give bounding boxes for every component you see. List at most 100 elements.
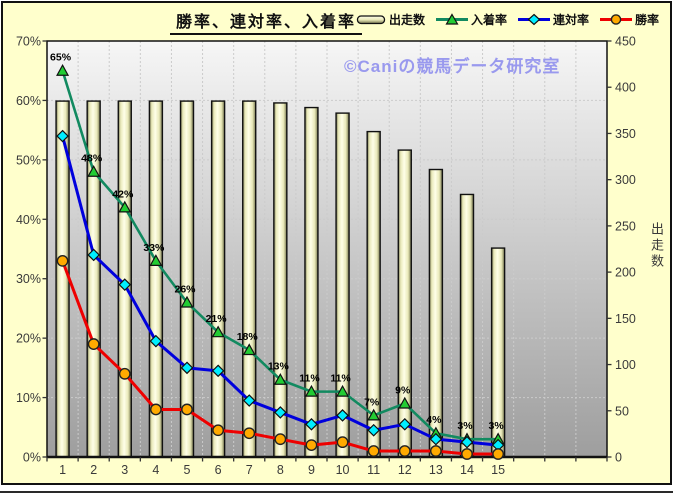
- circle-marker: [212, 424, 225, 437]
- triangle-marker: [180, 295, 194, 308]
- circle-marker: [274, 433, 287, 446]
- circle-marker: [429, 445, 442, 457]
- bar: [335, 112, 350, 458]
- right-axis-tick-label: 300: [615, 173, 636, 187]
- point-label: 33%: [143, 242, 165, 254]
- chart-title: 勝率、連対率、入着率: [170, 8, 362, 35]
- triangle-marker: [56, 63, 70, 76]
- circle-marker: [398, 445, 411, 457]
- x-axis-label: 10: [336, 463, 350, 477]
- circle-marker: [336, 436, 349, 449]
- diamond-marker: [180, 361, 194, 375]
- x-axis-label: 15: [491, 463, 505, 477]
- circle-marker: [367, 445, 380, 457]
- bottom-edge-line: [0, 491, 673, 493]
- point-label: 3%: [489, 420, 505, 432]
- circle-marker: [181, 403, 193, 416]
- circle-marker: [305, 439, 318, 452]
- point-label: 21%: [206, 313, 228, 325]
- left-axis-tick-label: 30%: [16, 272, 41, 286]
- right-axis-title: 出走数: [649, 222, 664, 270]
- legend-item-win: 勝率: [600, 11, 659, 28]
- point-label: 4%: [426, 414, 442, 426]
- circle-marker: [56, 254, 69, 267]
- point-label: 7%: [364, 396, 380, 408]
- right-axis-tick-label: 450: [615, 35, 636, 49]
- x-axis-label: 7: [246, 463, 253, 477]
- point-label: 26%: [174, 283, 196, 295]
- left-axis-tick-label: 20%: [16, 332, 41, 346]
- right-axis-tick-label: 400: [615, 81, 636, 95]
- diamond-marker: [87, 248, 101, 262]
- right-axis-tick-label: 350: [615, 127, 636, 141]
- legend-item-placing: 入着率: [436, 11, 507, 28]
- bar-swatch-icon: [356, 13, 386, 26]
- triangle-marker: [304, 384, 318, 397]
- x-axis-label: 14: [460, 463, 474, 477]
- circle-marker: [461, 448, 473, 460]
- legend-item-quinella: 連対率: [518, 11, 589, 28]
- point-label: 18%: [237, 331, 259, 343]
- left-axis-tick-label: 10%: [16, 391, 41, 405]
- legend-item-starts: 出走数: [356, 11, 425, 28]
- diamond-marker: [211, 364, 225, 378]
- left-axis-tick-label: 70%: [16, 35, 41, 49]
- triangle-marker: [149, 254, 163, 266]
- x-axis-label: 11: [367, 463, 380, 477]
- x-axis-label: 9: [308, 463, 315, 477]
- triangle-marker: [87, 164, 101, 177]
- diamond-marker: [367, 423, 381, 437]
- diamond-marker: [118, 278, 132, 292]
- right-axis-tick-label: 50: [615, 404, 629, 418]
- bar: [273, 102, 288, 458]
- triangle-marker: [273, 372, 287, 385]
- diamond-marker: [305, 417, 318, 431]
- point-label: 11%: [330, 373, 351, 385]
- point-label: 42%: [112, 188, 134, 200]
- x-axis-label: 1: [59, 463, 66, 477]
- circle-marker: [87, 338, 100, 350]
- x-axis-label: 5: [184, 463, 191, 477]
- left-axis-tick-label: 40%: [16, 213, 41, 227]
- point-label: 48%: [81, 153, 103, 165]
- diamond-marker: [398, 417, 412, 431]
- triangle-marker: [242, 343, 256, 356]
- diamond-marker: [56, 129, 69, 143]
- bar: [210, 100, 226, 458]
- legend-label-win: 勝率: [635, 12, 660, 27]
- triangle-marker: [118, 200, 132, 213]
- circle-marker: [149, 403, 162, 416]
- x-axis-label: 8: [277, 463, 284, 477]
- diamond-marker-icon: [518, 13, 551, 26]
- right-axis-tick-label: 150: [615, 312, 636, 326]
- left-axis-tick-label: 60%: [16, 94, 41, 108]
- x-axis-label: 6: [215, 463, 222, 477]
- legend-label-placing: 入着率: [471, 12, 508, 27]
- point-label: 9%: [395, 385, 411, 397]
- circle-marker: [243, 427, 256, 440]
- triangle-marker: [336, 384, 350, 397]
- point-label: 13%: [268, 361, 290, 373]
- legend-label-quinella: 連対率: [553, 12, 590, 27]
- diamond-marker: [460, 435, 474, 449]
- right-axis-tick-label: 100: [615, 358, 636, 372]
- legend-label-starts: 出走数: [389, 12, 426, 27]
- circle-marker: [492, 448, 505, 460]
- x-axis-label: 13: [429, 463, 443, 477]
- point-label: 65%: [50, 52, 72, 64]
- diamond-marker: [336, 409, 349, 422]
- left-axis-tick-label: 50%: [16, 153, 41, 167]
- legend: 出走数 入着率 連対率 勝率: [356, 10, 659, 28]
- point-label: 3%: [457, 420, 473, 432]
- bar: [304, 106, 319, 458]
- diamond-marker: [242, 394, 256, 407]
- right-axis-tick-label: 0: [615, 451, 622, 465]
- point-label: 11%: [299, 373, 320, 385]
- diamond-marker: [149, 334, 163, 348]
- left-axis-tick-label: 0%: [23, 451, 41, 465]
- triangle-marker: [211, 325, 225, 338]
- triangle-marker: [398, 396, 412, 409]
- circle-marker-icon: [600, 13, 633, 26]
